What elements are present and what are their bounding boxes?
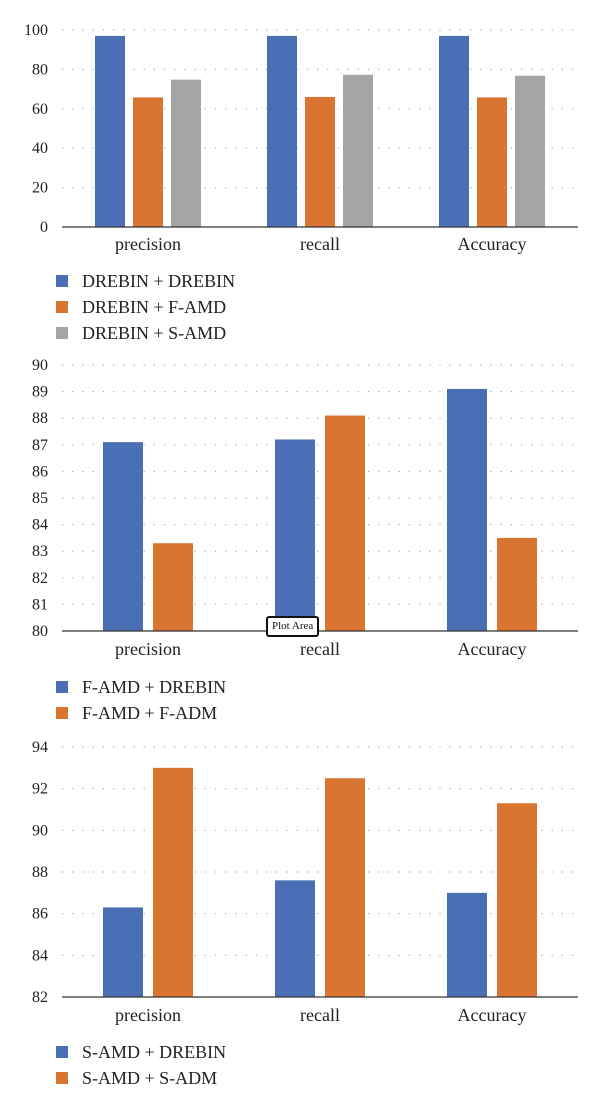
y-tick-label: 81	[32, 596, 48, 613]
legend-label: DREBIN + F-AMD	[82, 297, 227, 317]
x-tick-label: Accuracy	[458, 234, 527, 254]
legend-swatch	[56, 301, 68, 313]
y-tick-label: 20	[32, 180, 48, 197]
legend-label: F-AMD + F-ADM	[82, 703, 218, 723]
x-tick-label: recall	[300, 234, 340, 254]
bar-chart-3: 82 84 86 88 90 92 94 precision recall Accuracy	[32, 739, 578, 1025]
legend-swatch	[56, 681, 68, 693]
x-tick-label: precision	[115, 639, 181, 659]
y-tick-label: 87	[32, 437, 48, 454]
bar-precision-series-2	[153, 543, 193, 631]
y-tick-label: 85	[32, 490, 48, 507]
chart-panel-3: 82 84 86 88 90 92 94 precision recall Accuracy S-…	[0, 732, 600, 1108]
y-tick-label: 83	[32, 543, 48, 560]
legend-item: DREBIN + S-AMD	[56, 320, 235, 346]
x-tick-label: Accuracy	[458, 1005, 527, 1025]
y-tick-label: 80	[32, 623, 48, 640]
bar-recall-series-1	[275, 439, 315, 631]
legend-swatch	[56, 327, 68, 339]
bar-recall-series-2	[325, 778, 365, 997]
legend-1: DREBIN + DREBIN DREBIN + F-AMD DREBIN + S-…	[56, 268, 235, 346]
y-tick-label: 84	[32, 947, 48, 964]
legend-3: S-AMD + DREBIN S-AMD + S-ADM	[56, 1039, 226, 1091]
y-tick-label: 90	[32, 357, 48, 374]
y-tick-label: 88	[32, 864, 48, 881]
legend-item: S-AMD + DREBIN	[56, 1039, 226, 1065]
bar-accuracy-series-2	[497, 537, 537, 631]
bar-recall-series-1	[267, 35, 297, 227]
bar-accuracy-series-2	[497, 803, 537, 997]
bar-accuracy-series-1	[447, 388, 487, 631]
legend-label: DREBIN + DREBIN	[82, 271, 236, 291]
bar-precision-series-1	[95, 35, 125, 227]
bar-precision-series-2	[133, 97, 163, 228]
y-tick-label: 0	[40, 219, 48, 236]
bar-accuracy-series-1	[447, 892, 487, 997]
chart-panel-2: 80 81 82 83 84 85 86 87 88 89 90 precision recall Acc…	[0, 350, 600, 732]
y-tick-label: 60	[32, 101, 48, 118]
y-tick-label: 100	[24, 22, 48, 39]
legend-label: S-AMD + DREBIN	[82, 1042, 227, 1062]
bar-chart-1: 0 20 40 60 80 100 precision recall Accuracy	[24, 22, 578, 254]
y-tick-label: 89	[32, 384, 48, 401]
x-tick-label: Accuracy	[458, 639, 527, 659]
y-tick-label: 94	[32, 739, 48, 756]
legend-swatch	[56, 275, 68, 287]
x-tick-label: precision	[115, 234, 181, 254]
y-tick-label: 88	[32, 410, 48, 427]
x-tick-label: recall	[300, 1005, 340, 1025]
y-tick-label: 40	[32, 140, 48, 157]
y-tick-label: 82	[32, 989, 48, 1006]
legend-label: F-AMD + DREBIN	[82, 677, 227, 697]
legend-item: DREBIN + DREBIN	[56, 268, 235, 294]
y-tick-label: 84	[32, 517, 48, 534]
y-tick-label: 80	[32, 61, 48, 78]
legend-label: S-AMD + S-ADM	[82, 1068, 218, 1088]
plot-area-tooltip: Plot Area	[266, 616, 320, 637]
x-tick-label: recall	[300, 639, 340, 659]
y-tick-label: 82	[32, 570, 48, 587]
bar-recall-series-3	[343, 74, 373, 228]
legend-item: DREBIN + F-AMD	[56, 294, 235, 320]
bar-recall-series-2	[305, 96, 335, 227]
x-tick-label: precision	[115, 1005, 181, 1025]
legend-item: F-AMD + F-ADM	[56, 700, 226, 726]
bar-accuracy-series-3	[515, 75, 545, 227]
legend-swatch	[56, 1072, 68, 1084]
bar-chart-2: 80 81 82 83 84 85 86 87 88 89 90 precision recall Acc…	[32, 357, 578, 659]
bar-recall-series-1	[275, 880, 315, 997]
bar-precision-series-1	[103, 442, 143, 631]
bar-accuracy-series-1	[439, 35, 469, 227]
bar-precision-series-1	[103, 907, 143, 997]
bar-recall-series-2	[325, 415, 365, 631]
legend-item: F-AMD + DREBIN	[56, 674, 226, 700]
legend-item: S-AMD + S-ADM	[56, 1065, 226, 1091]
bar-precision-series-2	[153, 767, 193, 997]
bar-accuracy-series-2	[477, 97, 507, 228]
legend-swatch	[56, 1046, 68, 1058]
legend-2: F-AMD + DREBIN F-AMD + F-ADM	[56, 674, 226, 726]
legend-swatch	[56, 707, 68, 719]
y-tick-label: 86	[32, 906, 48, 923]
chart-panel-1: 0 20 40 60 80 100 precision recall Accuracy DREB…	[0, 0, 600, 350]
bar-precision-series-3	[171, 79, 201, 227]
y-tick-label: 90	[32, 822, 48, 839]
y-tick-label: 86	[32, 463, 48, 480]
legend-label: DREBIN + S-AMD	[82, 323, 227, 343]
y-tick-label: 92	[32, 781, 48, 798]
